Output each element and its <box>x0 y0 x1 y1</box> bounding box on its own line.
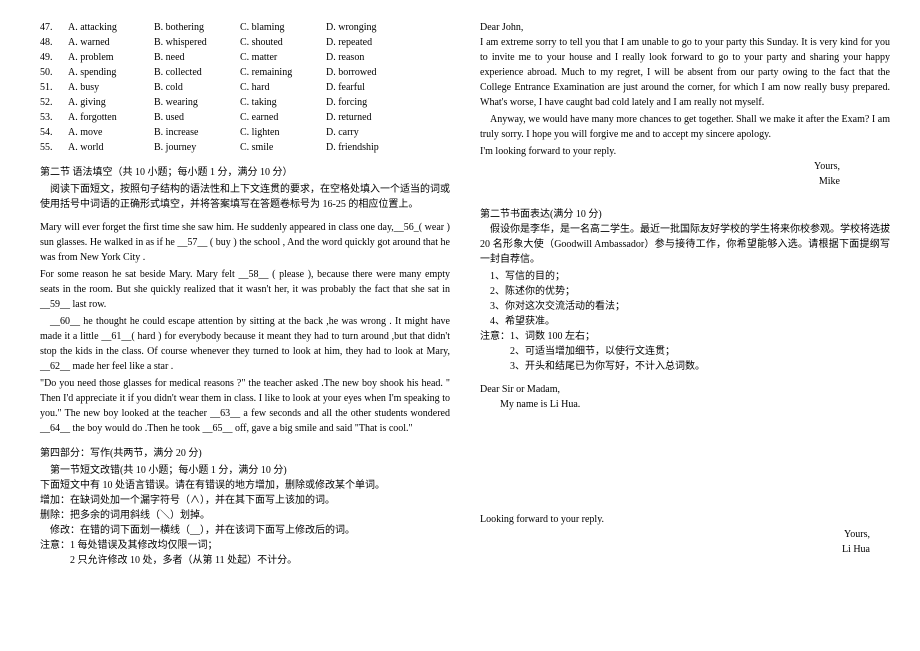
mc-row: 54.A. moveB. increaseC. lightenD. carry <box>40 125 450 140</box>
section2-intro: 阅读下面短文，按照句子结构的语法性和上下文连贯的要求，在空格处填入一个适当的词或… <box>40 182 450 212</box>
passage-p1: Mary will ever forget the first time she… <box>40 220 450 265</box>
mc-option: B. need <box>154 50 240 65</box>
letter1-header: Dear John, <box>480 20 890 35</box>
left-column: 47.A. attackingB. botheringC. blamingD. … <box>40 20 450 631</box>
task2-note1: 注意：1、词数 100 左右； <box>480 329 890 344</box>
right-column: Dear John, I am extreme sorry to tell yo… <box>480 20 890 631</box>
letter1-sig-name: Mike <box>480 174 890 189</box>
mc-option: D. returned <box>326 110 412 125</box>
mc-number: 49. <box>40 50 68 65</box>
mc-option: B. increase <box>154 125 240 140</box>
mc-option: B. collected <box>154 65 240 80</box>
mc-row: 50.A. spendingB. collectedC. remainingD.… <box>40 65 450 80</box>
mc-options-block: 47.A. attackingB. botheringC. blamingD. … <box>40 20 450 155</box>
mc-option: C. remaining <box>240 65 326 80</box>
mc-option: C. blaming <box>240 20 326 35</box>
mc-option: A. giving <box>68 95 154 110</box>
mc-row: 55.A. worldB. journeyC. smileD. friendsh… <box>40 140 450 155</box>
task2-intro: 假设你是李华，是一名高二学生。最近一批国际友好学校的学生将来你校参观。学校将选拔… <box>480 222 890 267</box>
section4-note1: 注意：1 每处错误及其修改均仅限一词； <box>40 538 450 553</box>
mc-option: D. fearful <box>326 80 412 95</box>
letter2-sig-name: Li Hua <box>480 542 890 557</box>
mc-row: 51.A. busyB. coldC. hardD. fearful <box>40 80 450 95</box>
mc-option: C. matter <box>240 50 326 65</box>
mc-option: D. friendship <box>326 140 412 155</box>
letter2-closing: Looking forward to your reply. <box>480 512 890 527</box>
mc-option: A. spending <box>68 65 154 80</box>
mc-option: D. reason <box>326 50 412 65</box>
mc-option: B. journey <box>154 140 240 155</box>
section4-subtitle: 第一节短文改错(共 10 小题；每小题 1 分，满分 10 分) <box>40 463 450 478</box>
mc-option: C. smile <box>240 140 326 155</box>
section4-note2: 2 只允许修改 10 处，多者（从第 11 处起）不计分。 <box>40 553 450 568</box>
passage-p3: __60__ he thought he could escape attent… <box>40 314 450 374</box>
task2-note3: 3、开头和结尾已为你写好，不计入总词数。 <box>480 359 890 374</box>
mc-row: 48.A. warnedB. whisperedC. shoutedD. rep… <box>40 35 450 50</box>
task2-item4: 4、希望获准。 <box>480 314 890 329</box>
letter2-header: Dear Sir or Madam, <box>480 382 890 397</box>
mc-number: 52. <box>40 95 68 110</box>
task2-title: 第二节书面表达(满分 10 分) <box>480 207 890 222</box>
section4-line1: 下面短文中有 10 处语言错误。请在有错误的地方增加，删除或修改某个单词。 <box>40 478 450 493</box>
mc-row: 49.A. problemB. needC. matterD. reason <box>40 50 450 65</box>
section4-title: 第四部分：写作(共两节，满分 20 分) <box>40 446 450 461</box>
mc-number: 54. <box>40 125 68 140</box>
mc-row: 52.A. givingB. wearingC. takingD. forcin… <box>40 95 450 110</box>
task2-item3: 3、你对这次交流活动的看法； <box>480 299 890 314</box>
mc-option: A. move <box>68 125 154 140</box>
mc-option: B. cold <box>154 80 240 95</box>
mc-number: 53. <box>40 110 68 125</box>
mc-option: D. borrowed <box>326 65 412 80</box>
letter1-p2: Anyway, we would have many more chances … <box>480 112 890 142</box>
mc-row: 47.A. attackingB. botheringC. blamingD. … <box>40 20 450 35</box>
mc-option: B. whispered <box>154 35 240 50</box>
passage-p2: For some reason he sat beside Mary. Mary… <box>40 267 450 312</box>
task2-note2: 2、可适当增加细节，以使行文连贯； <box>480 344 890 359</box>
section4-line4: 修改：在错的词下面划一横线（__），并在该词下面写上修改后的词。 <box>40 523 450 538</box>
mc-option: D. forcing <box>326 95 412 110</box>
section4-line2: 增加：在缺词处加一个漏字符号（∧），并在其下面写上该加的词。 <box>40 493 450 508</box>
task2-item2: 2、陈述你的优势； <box>480 284 890 299</box>
letter2-blank-space <box>480 412 890 512</box>
mc-option: B. bothering <box>154 20 240 35</box>
letter1-p1: I am extreme sorry to tell you that I am… <box>480 35 890 110</box>
mc-option: C. lighten <box>240 125 326 140</box>
mc-option: A. attacking <box>68 20 154 35</box>
section2-title: 第二节 语法填空（共 10 小题；每小题 1 分，满分 10 分） <box>40 165 450 180</box>
mc-option: C. earned <box>240 110 326 125</box>
mc-option: A. world <box>68 140 154 155</box>
mc-option: C. hard <box>240 80 326 95</box>
mc-option: B. wearing <box>154 95 240 110</box>
task2-item1: 1、写信的目的； <box>480 269 890 284</box>
mc-option: C. shouted <box>240 35 326 50</box>
mc-option: A. forgotten <box>68 110 154 125</box>
mc-option: A. warned <box>68 35 154 50</box>
mc-row: 53.A. forgottenB. usedC. earnedD. return… <box>40 110 450 125</box>
letter1-p3: I'm looking forward to your reply. <box>480 144 890 159</box>
section4-line3: 删除：把多余的词用斜线（＼）划掉。 <box>40 508 450 523</box>
mc-number: 51. <box>40 80 68 95</box>
letter2-line1: My name is Li Hua. <box>480 397 890 412</box>
mc-option: A. busy <box>68 80 154 95</box>
mc-number: 48. <box>40 35 68 50</box>
mc-number: 50. <box>40 65 68 80</box>
mc-option: D. wronging <box>326 20 412 35</box>
letter1-sig-yours: Yours, <box>480 159 890 174</box>
mc-number: 55. <box>40 140 68 155</box>
mc-option: A. problem <box>68 50 154 65</box>
letter2-sig-yours: Yours, <box>480 527 890 542</box>
mc-option: D. repeated <box>326 35 412 50</box>
mc-number: 47. <box>40 20 68 35</box>
mc-option: B. used <box>154 110 240 125</box>
mc-option: C. taking <box>240 95 326 110</box>
mc-option: D. carry <box>326 125 412 140</box>
passage-p4: "Do you need those glasses for medical r… <box>40 376 450 436</box>
